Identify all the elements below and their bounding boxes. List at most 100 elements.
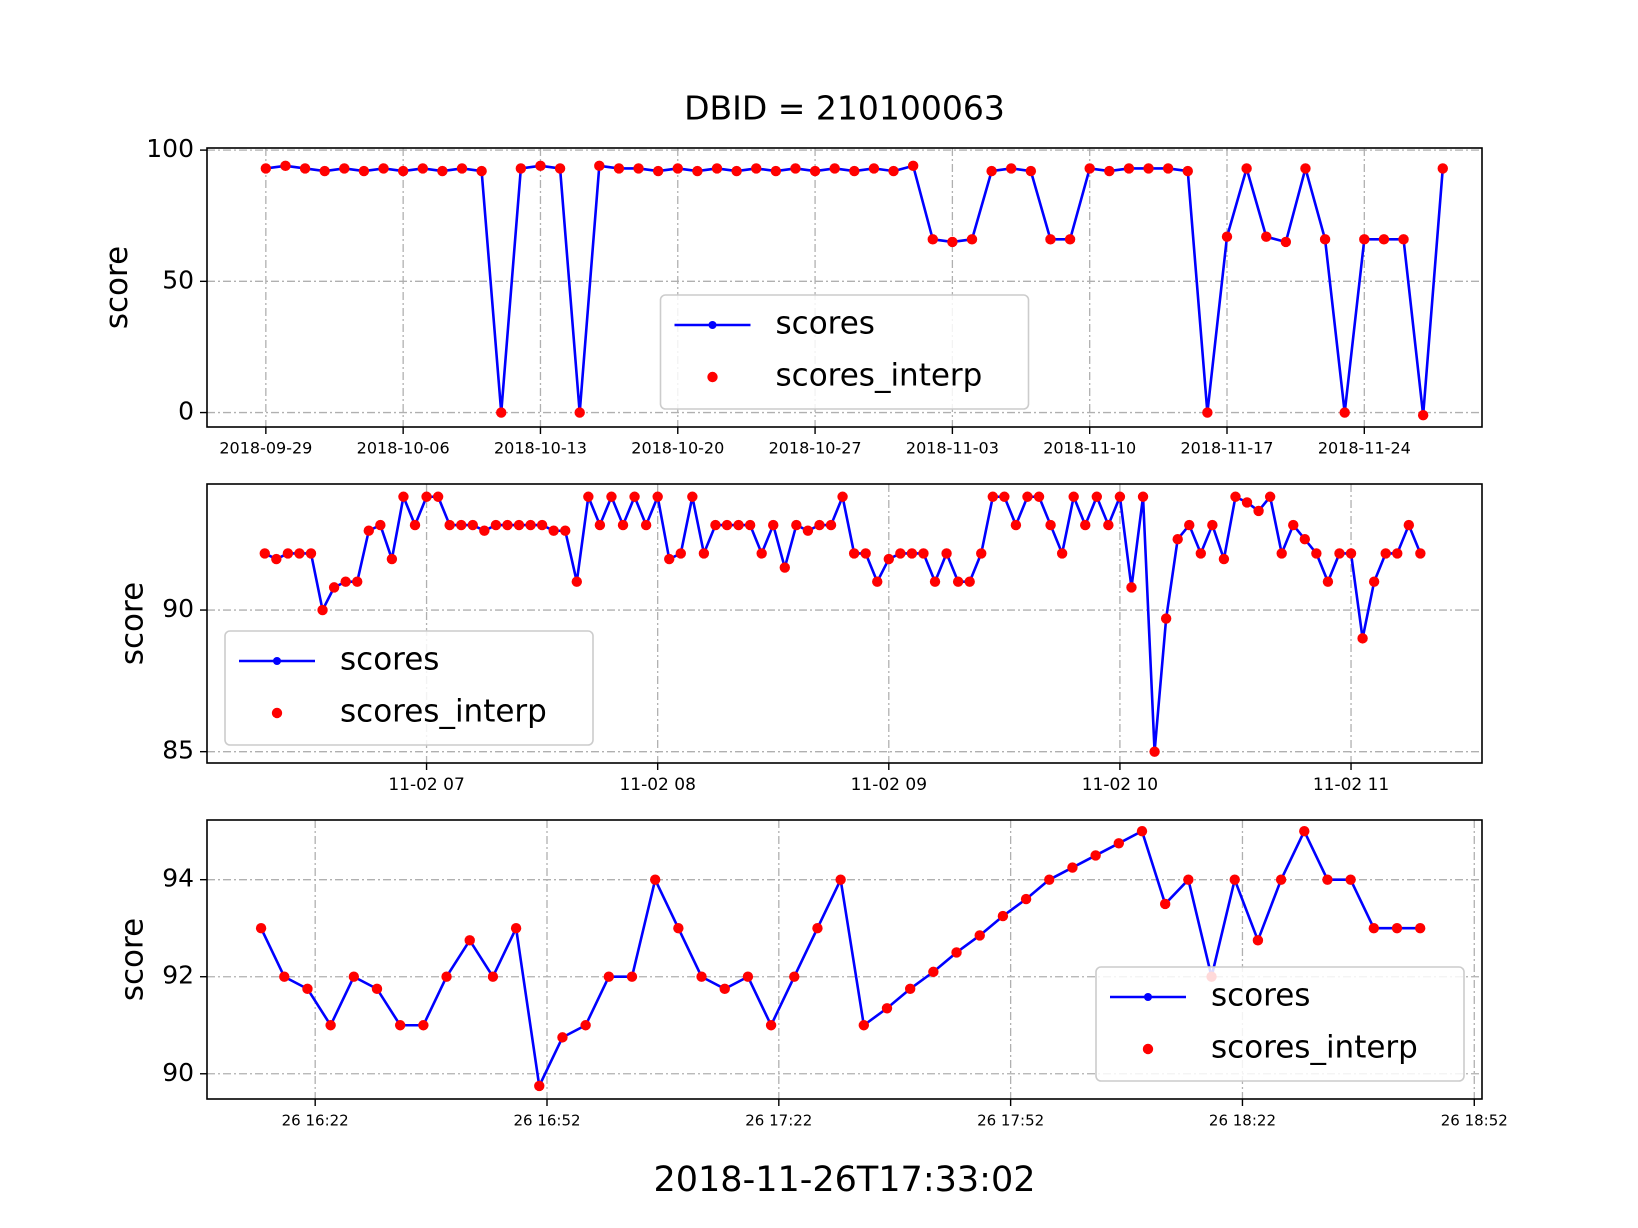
x-tick-label: 26 17:22 — [745, 1112, 812, 1130]
data-point — [779, 562, 790, 573]
data-point — [319, 165, 330, 177]
chart-title: DBID = 210100063 — [684, 89, 1005, 128]
data-point — [1044, 874, 1055, 885]
data-point — [675, 548, 686, 559]
data-point — [444, 519, 455, 531]
data-point — [696, 971, 707, 982]
y-tick-label: 85 — [162, 736, 194, 765]
data-point — [515, 163, 527, 174]
data-point — [812, 923, 823, 934]
data-point — [594, 519, 606, 531]
data-point — [513, 519, 525, 531]
data-point — [305, 548, 317, 559]
legend-box — [1095, 966, 1465, 1082]
legend-box — [224, 630, 594, 746]
data-point — [751, 163, 762, 174]
y-tick-label: 100 — [146, 134, 194, 163]
data-point — [1195, 548, 1207, 559]
data-point — [294, 548, 305, 559]
data-point — [1276, 548, 1287, 559]
data-point — [1149, 746, 1160, 757]
data-point — [633, 163, 644, 174]
data-point — [1378, 234, 1390, 245]
data-point — [710, 519, 721, 531]
data-point — [282, 548, 294, 559]
data-point — [849, 165, 860, 177]
x-tick-label: 2018-09-29 — [219, 439, 312, 458]
legend-label: scores — [1211, 978, 1310, 1014]
data-point — [1022, 491, 1033, 502]
data-point — [927, 234, 938, 245]
data-point — [825, 519, 837, 531]
data-point — [1221, 231, 1233, 242]
data-point — [456, 519, 467, 531]
data-point — [649, 874, 661, 885]
data-point — [386, 553, 398, 565]
data-point — [1136, 825, 1148, 837]
data-point — [742, 971, 754, 982]
data-point — [640, 519, 652, 531]
data-point — [1261, 231, 1272, 242]
legend: scores scores_interp — [659, 294, 1030, 410]
x-tick-label: 26 16:22 — [282, 1112, 349, 1130]
data-point — [557, 1032, 568, 1043]
x-tick-label: 2018-10-06 — [357, 439, 450, 458]
data-point — [1104, 165, 1115, 177]
data-point — [858, 1020, 870, 1031]
x-tick-label: 11-02 07 — [388, 775, 464, 795]
data-point — [574, 407, 585, 418]
data-point — [1080, 519, 1091, 531]
data-point — [1064, 234, 1076, 245]
data-point — [929, 576, 941, 587]
data-point — [1300, 163, 1311, 174]
data-point — [941, 548, 952, 559]
data-point — [1103, 519, 1114, 531]
legend-marker — [1144, 993, 1152, 1001]
data-point — [1045, 519, 1056, 531]
data-point — [1368, 923, 1380, 934]
legend: scores scores_interp — [1095, 966, 1465, 1082]
data-point — [790, 163, 801, 174]
data-point — [255, 923, 267, 934]
data-point — [583, 491, 594, 502]
x-tick-label: 2018-11-17 — [1181, 439, 1274, 458]
data-point — [1311, 548, 1322, 559]
data-point — [872, 576, 883, 587]
data-point — [881, 1003, 893, 1014]
axes-frame — [206, 483, 1483, 764]
data-point — [1123, 163, 1135, 174]
data-point — [1202, 407, 1213, 418]
data-point — [418, 1020, 429, 1031]
data-point — [868, 163, 880, 174]
data-point — [809, 165, 821, 177]
data-point — [895, 548, 906, 559]
data-point — [1230, 491, 1241, 502]
y-tick-label: 50 — [162, 265, 194, 294]
data-point — [1091, 491, 1103, 502]
y-tick-label: 92 — [162, 961, 194, 990]
data-point — [352, 576, 363, 587]
data-point — [791, 519, 802, 531]
data-point — [1253, 505, 1264, 517]
x-axis-label: 2018-11-26T17:33:02 — [654, 1160, 1036, 1200]
data-point — [1299, 534, 1311, 545]
data-point — [1126, 582, 1137, 593]
data-point — [536, 519, 548, 531]
data-point — [692, 165, 703, 177]
data-point — [398, 491, 409, 502]
data-point — [363, 525, 374, 536]
data-point — [952, 576, 964, 587]
axes-frame — [206, 147, 1483, 428]
data-point — [719, 983, 730, 995]
data-point — [744, 519, 756, 531]
data-point — [1143, 163, 1154, 174]
data-point — [1010, 519, 1022, 531]
data-point — [606, 491, 617, 502]
data-point — [417, 163, 428, 174]
data-point — [1334, 548, 1345, 559]
data-point — [906, 548, 918, 559]
data-point — [1414, 923, 1426, 934]
data-point — [733, 519, 744, 531]
data-point — [1182, 165, 1193, 177]
x-tick-label: 2018-11-10 — [1043, 439, 1136, 458]
